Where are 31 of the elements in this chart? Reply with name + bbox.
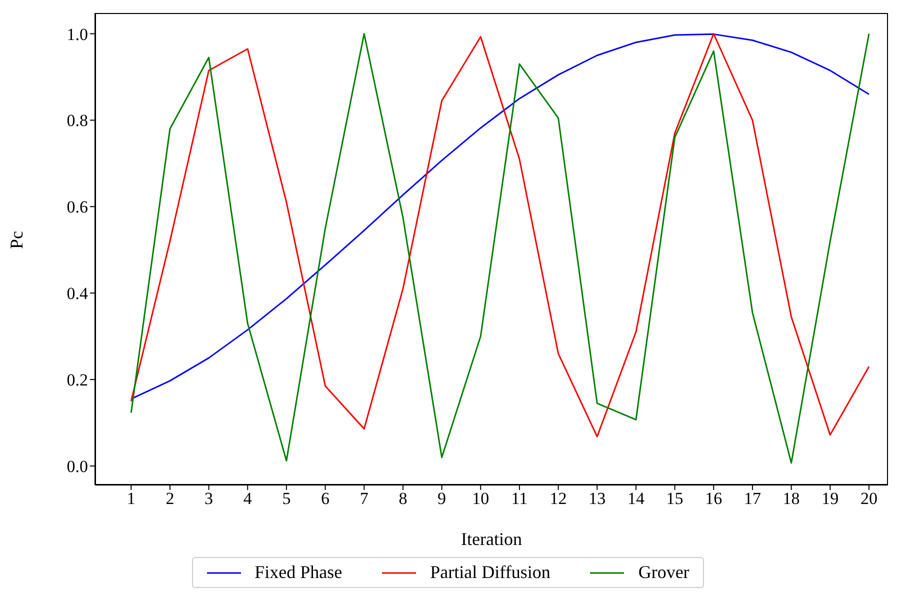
legend-label: Fixed Phase: [254, 562, 342, 583]
x-tick-label: 17: [744, 489, 762, 508]
y-tick-label: 0.6: [66, 198, 88, 217]
x-tick-label: 8: [398, 489, 408, 508]
y-tick-label: 1.0: [66, 24, 88, 44]
x-tick-label: 4: [243, 489, 252, 508]
x-tick-label: 14: [627, 489, 645, 508]
x-tick-label: 20: [860, 489, 878, 508]
x-tick-label: 18: [782, 489, 800, 508]
x-tick-label: 9: [438, 489, 446, 508]
x-tick-label: 19: [822, 489, 839, 508]
x-tick-label: 11: [511, 489, 528, 508]
y-tick-label: 0.4: [66, 284, 88, 304]
y-tick-label: 0.2: [66, 370, 88, 390]
x-tick-label: 6: [321, 489, 330, 508]
x-tick-label: 13: [588, 489, 606, 508]
legend-label: Partial Diffusion: [430, 562, 550, 583]
legend-label: Grover: [638, 562, 690, 583]
x-tick-label: 1: [126, 489, 136, 508]
y-axis-title: Pc: [6, 230, 26, 249]
x-tick-label: 16: [705, 489, 722, 508]
y-tick-label: 0.8: [66, 111, 88, 130]
x-tick-label: 3: [204, 489, 214, 508]
y-tick-label: 0.0: [66, 457, 88, 476]
x-axis-title: Iteration: [461, 529, 522, 549]
x-tick-label: 10: [472, 489, 490, 508]
x-tick-label: 15: [666, 489, 684, 508]
x-tick-label: 5: [282, 489, 291, 508]
x-tick-label: 12: [550, 489, 567, 508]
x-tick-label: 7: [360, 489, 369, 508]
x-tick-label: 2: [166, 489, 174, 508]
